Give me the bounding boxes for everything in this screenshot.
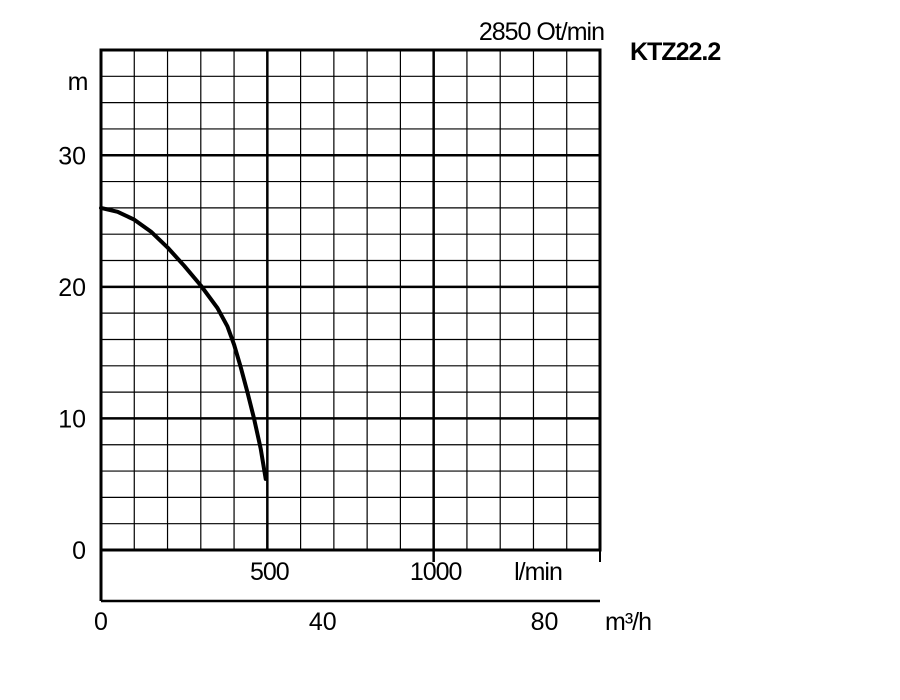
major-gridlines xyxy=(101,50,600,550)
chart-title: KTZ22.2 xyxy=(630,38,720,66)
x-tick-labels-secondary: 0 40 80 xyxy=(94,608,558,636)
x-tick-label-secondary: 0 xyxy=(94,608,108,636)
x-tick-label-primary: 500 xyxy=(250,558,289,586)
x-axis-label-primary: l/min xyxy=(514,558,562,586)
y-tick-label: 10 xyxy=(58,405,86,433)
y-tick-labels: 0 10 20 30 xyxy=(58,142,86,565)
x-tick-label-primary: 1000 xyxy=(410,558,462,586)
x-tick-label-secondary: 80 xyxy=(531,608,559,636)
y-tick-label: 20 xyxy=(58,274,86,302)
plot-frame xyxy=(99,48,602,552)
head-flow-curve xyxy=(99,205,268,481)
y-tick-label: 30 xyxy=(58,142,86,170)
chart-subtitle: 2850 Ot/min xyxy=(479,18,604,46)
x-tick-labels-primary: 500 1000 xyxy=(250,558,463,586)
y-axis-label: m xyxy=(68,68,89,96)
secondary-axis-frame xyxy=(99,550,601,603)
x-axis-label-secondary: m³/h xyxy=(605,608,651,636)
minor-gridlines xyxy=(101,50,600,550)
x-tick-label-secondary: 40 xyxy=(309,608,337,636)
y-tick-label: 0 xyxy=(72,537,86,565)
